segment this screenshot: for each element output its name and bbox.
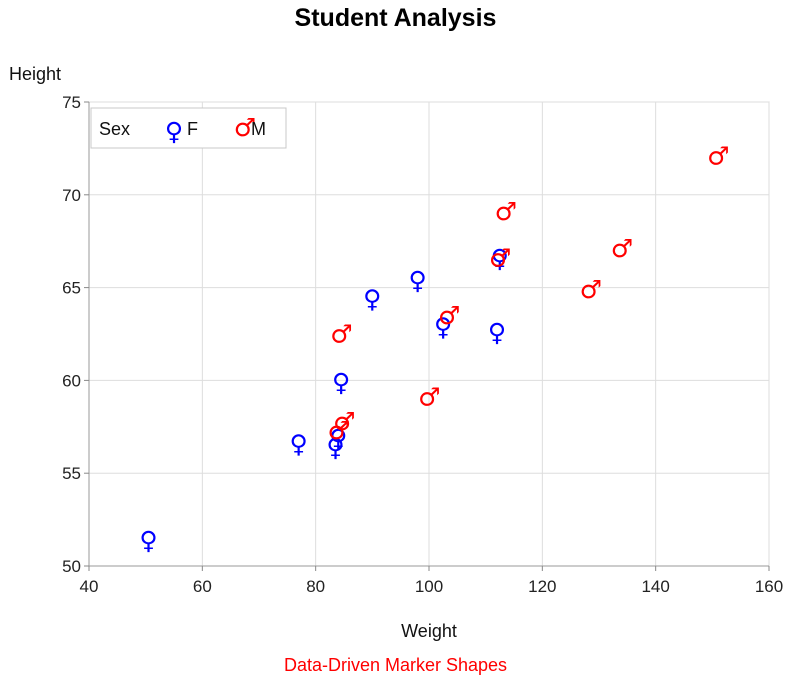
female-marker-point: ♀ — [488, 318, 506, 347]
female-marker-point: ♀ — [332, 368, 350, 397]
male-marker-point: ♂ — [489, 243, 511, 272]
grid-lines — [89, 101, 770, 566]
male-marker-point: ♂ — [327, 416, 349, 445]
x-tick-label: 140 — [641, 577, 669, 596]
male-marker-point: ♂ — [580, 275, 602, 304]
x-tick-label: 40 — [80, 577, 99, 596]
legend-male-icon: ♂ — [234, 113, 256, 142]
male-marker-point: ♂ — [611, 234, 633, 263]
y-tick-labels: 50 55 60 65 70 75 — [62, 93, 89, 576]
chart-footnote: Data-Driven Marker Shapes — [283, 655, 508, 675]
chart-title: Student Analysis — [294, 4, 497, 32]
female-marker-point: ♀ — [290, 429, 308, 458]
legend-label-f: F — [187, 119, 198, 139]
male-marker-point: ♂ — [330, 320, 352, 349]
y-tick-label: 75 — [62, 93, 81, 112]
legend-box — [90, 107, 287, 149]
legend-female-icon: ♀ — [165, 117, 183, 146]
y-axis-label: Height — [9, 64, 61, 84]
male-marker-point: ♂ — [495, 197, 517, 226]
female-marker-point: ♀ — [409, 266, 427, 295]
legend-label-m: M — [251, 119, 266, 139]
y-tick-label: 60 — [62, 371, 81, 390]
x-tick-label: 100 — [415, 577, 443, 596]
x-tick-label: 80 — [306, 577, 325, 596]
y-tick-label: 50 — [62, 557, 81, 576]
x-tick-label: 120 — [528, 577, 556, 596]
female-marker-point: ♀ — [363, 285, 381, 314]
data-points: ♀♀ ♀♀♀♀♀♀ ♀♀♂♂♂♂♂♂♂♂♂♂ — [139, 141, 729, 554]
male-marker-point: ♂ — [418, 383, 440, 412]
y-tick-label: 65 — [62, 279, 81, 298]
male-marker-point: ♂ — [438, 301, 460, 330]
female-marker-point: ♀ — [491, 244, 509, 273]
male-marker-point: ♂ — [707, 141, 729, 170]
female-marker-point: ♀ — [139, 526, 157, 555]
x-tick-labels: 40 60 80 100 120 140 160 — [80, 566, 783, 596]
female-marker-point: ♀ — [326, 433, 344, 462]
x-tick-label: 160 — [755, 577, 783, 596]
y-tick-label: 55 — [62, 464, 81, 483]
y-tick-label: 70 — [62, 186, 81, 205]
legend-title: Sex — [99, 119, 130, 139]
legend: Sex ♀ F ♂ M — [90, 107, 287, 149]
x-tick-label: 60 — [193, 577, 212, 596]
female-marker-point: ♀ — [434, 312, 452, 341]
x-axis-label: Weight — [401, 621, 457, 641]
male-marker-point: ♂ — [333, 407, 355, 436]
female-marker-point: ♀ — [329, 424, 347, 453]
